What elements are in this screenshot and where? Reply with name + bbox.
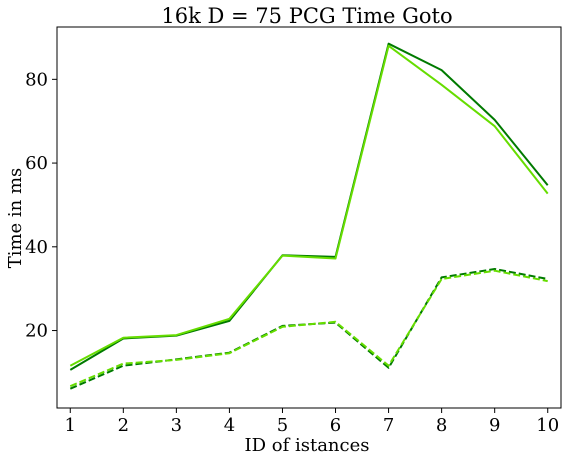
x-tick-label: 6 bbox=[330, 415, 341, 436]
y-tick-label: 40 bbox=[25, 237, 48, 258]
y-tick-label: 60 bbox=[25, 153, 48, 174]
y-axis: 20 40 60 80 bbox=[25, 69, 57, 341]
chart-title: 16k D = 75 PCG Time Goto bbox=[161, 4, 452, 28]
x-tick-label: 7 bbox=[383, 415, 394, 436]
series-line-3 bbox=[70, 269, 547, 389]
x-axis-label: ID of istances bbox=[244, 435, 369, 456]
x-axis: 1 2 3 4 5 6 7 8 9 10 bbox=[65, 408, 560, 436]
x-tick-label: 9 bbox=[489, 415, 500, 436]
x-tick-label: 4 bbox=[224, 415, 235, 436]
x-tick-label: 3 bbox=[171, 415, 182, 436]
series-line-4 bbox=[70, 271, 547, 387]
plot-frame bbox=[57, 27, 561, 408]
y-tick-label: 80 bbox=[25, 69, 48, 90]
x-tick-label: 1 bbox=[65, 415, 76, 436]
x-tick-label: 5 bbox=[277, 415, 288, 436]
series-layer bbox=[70, 44, 547, 389]
y-axis-label: Time in ms bbox=[5, 168, 26, 269]
x-tick-label: 8 bbox=[436, 415, 447, 436]
x-tick-label: 10 bbox=[536, 415, 559, 436]
y-tick-label: 20 bbox=[25, 321, 48, 342]
x-tick-label: 2 bbox=[118, 415, 129, 436]
series-line-2 bbox=[70, 46, 547, 366]
series-line-1 bbox=[70, 44, 547, 370]
